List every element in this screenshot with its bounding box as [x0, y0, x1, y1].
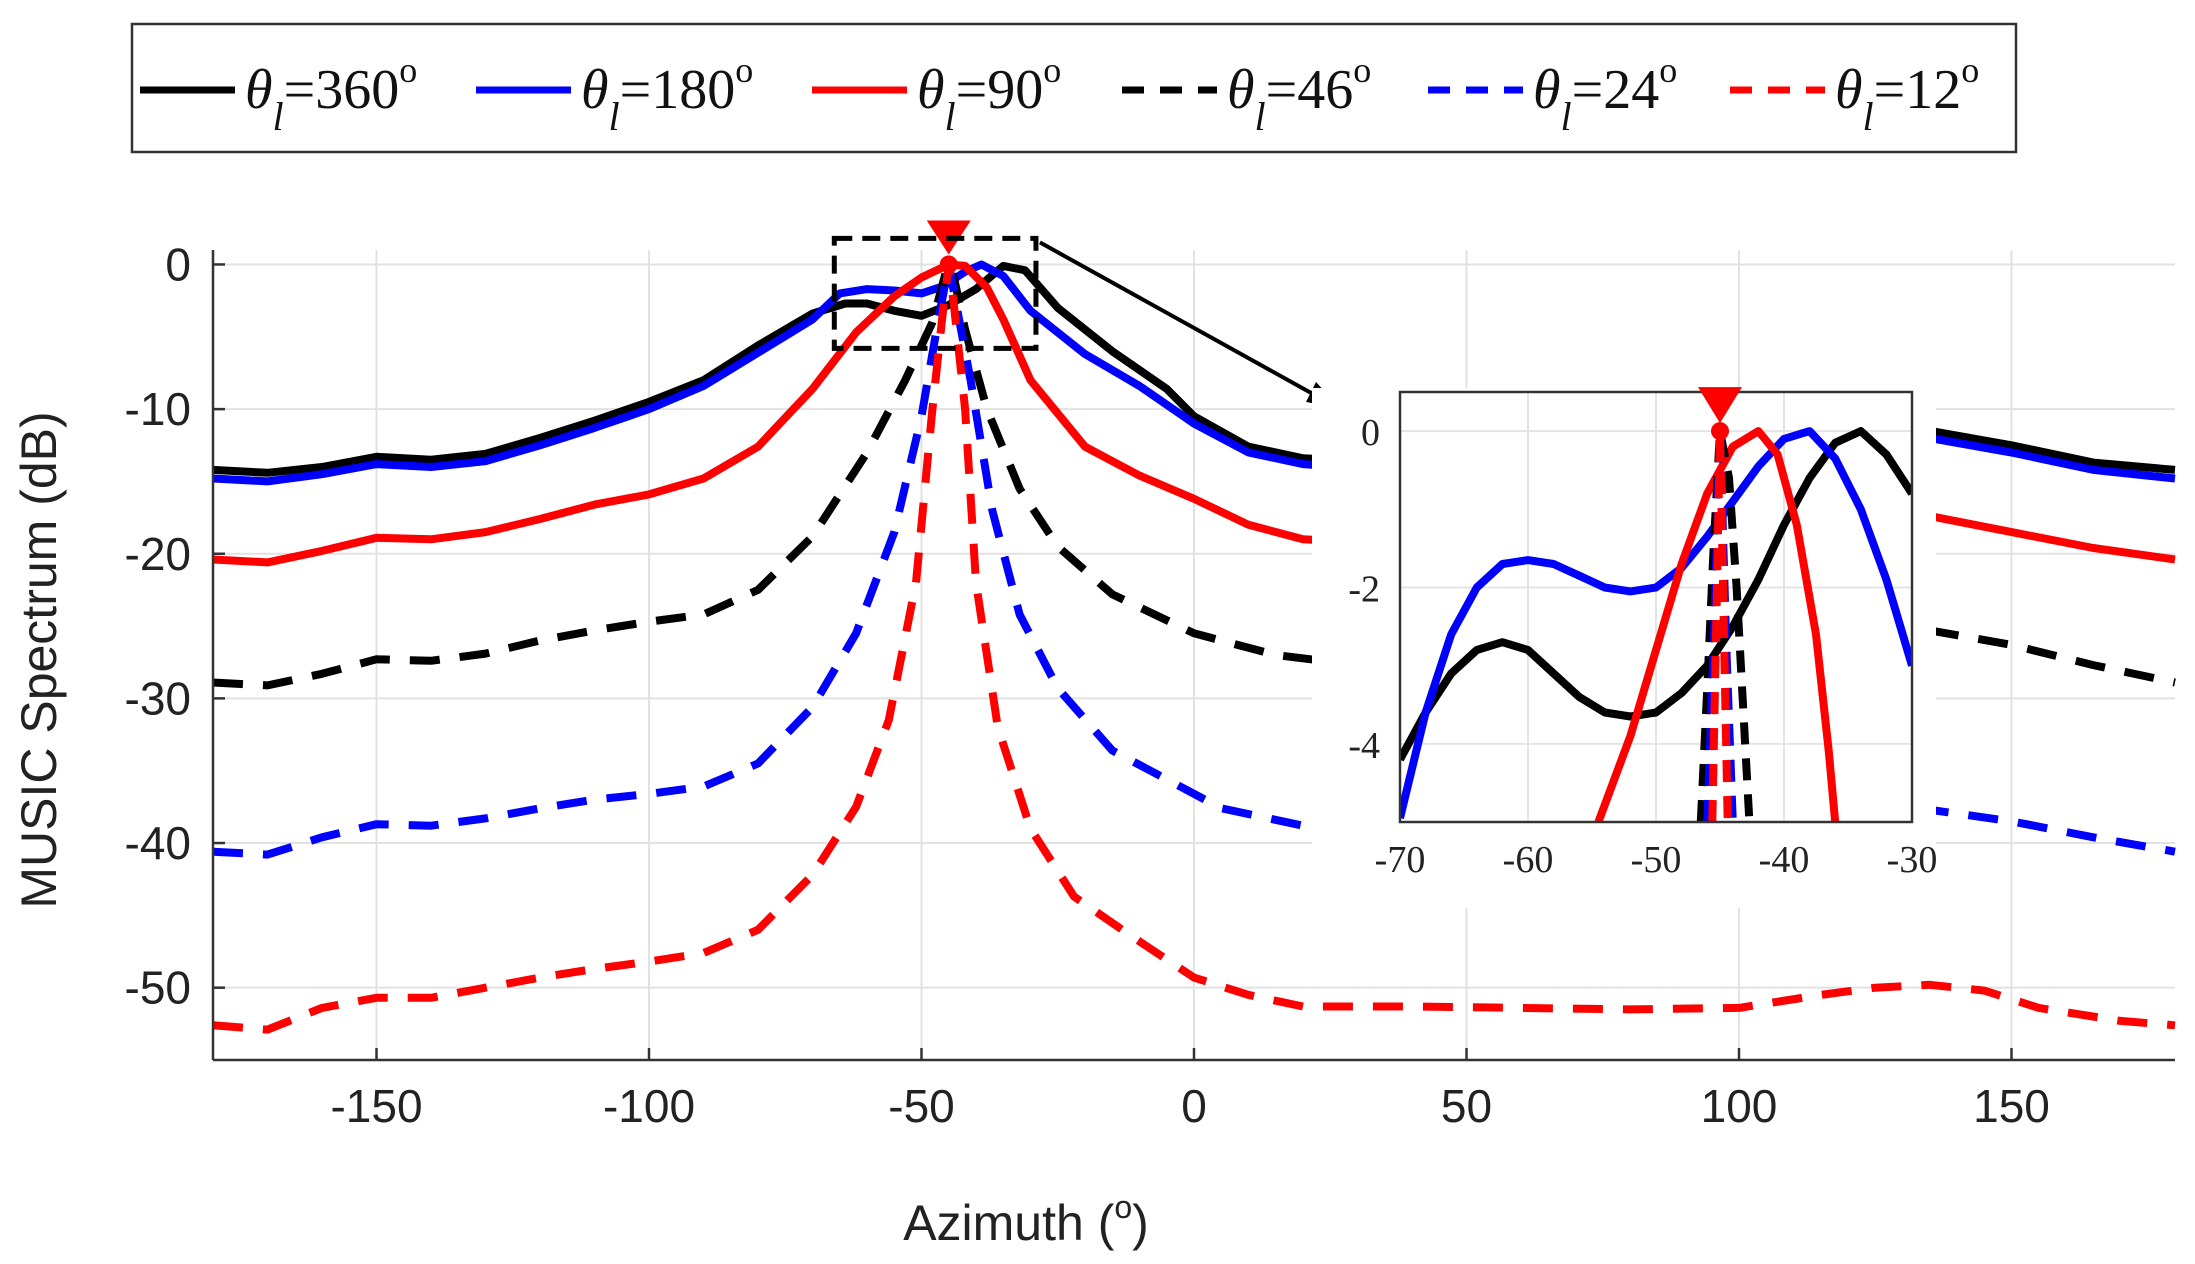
legend-prefix: = [1874, 59, 1906, 121]
x-tick-label: 100 [1701, 1080, 1778, 1132]
x-axis-label-close: ) [1132, 1195, 1149, 1251]
y-tick-label: -10 [125, 383, 191, 435]
inset-y-tick-label: 0 [1361, 412, 1380, 454]
legend-theta: θ [1533, 59, 1561, 121]
y-tick-label: -50 [125, 962, 191, 1014]
x-tick-label: 50 [1441, 1080, 1492, 1132]
inset-x-tick-label: -70 [1375, 839, 1426, 881]
legend-prefix: = [620, 59, 652, 121]
legend-superscript: o [399, 50, 417, 90]
legend-subscript: l [1863, 94, 1874, 139]
x-tick-label: -150 [330, 1080, 422, 1132]
x-tick-label: 0 [1181, 1080, 1207, 1132]
inset-series-line-3 [1594, 427, 1840, 822]
axis-labels: MUSIC Spectrum (dB) Azimuth (o) [11, 411, 1149, 1251]
zoom-box [831, 235, 1039, 351]
y-tick-label: -20 [125, 528, 191, 580]
legend-value: 46 [1297, 59, 1353, 121]
y-tick-label: 0 [165, 238, 191, 290]
legend-entry-180: θl=180o [581, 50, 753, 139]
legend-prefix: = [1266, 59, 1298, 121]
legend-superscript: o [1353, 50, 1371, 90]
legend-subscript: l [1255, 94, 1266, 139]
legend-prefix: = [956, 59, 988, 121]
inset-x-tick-label: -40 [1759, 839, 1810, 881]
legend-value: 180 [651, 59, 735, 121]
x-tick-label: -100 [603, 1080, 695, 1132]
legend-superscript: o [1961, 50, 1979, 90]
legend-subscript: l [945, 94, 956, 139]
y-tick-label: -30 [125, 672, 191, 724]
legend-value: 24 [1603, 59, 1659, 121]
inset-series-line-2 [1400, 427, 1912, 820]
legend-value: 12 [1905, 59, 1961, 121]
x-tick-label: -50 [888, 1080, 954, 1132]
x-axis-label-unit: o [1114, 1189, 1132, 1225]
legend-entry-12: θl=12o [1835, 50, 1979, 139]
legend-superscript: o [1659, 50, 1677, 90]
legend-theta: θ [917, 59, 945, 121]
x-axis-label: Azimuth (o) [903, 1189, 1149, 1251]
series-line-24 [212, 260, 2176, 859]
legend-prefix: = [284, 59, 316, 121]
inset-frame [1398, 390, 1914, 824]
legend-superscript: o [735, 50, 753, 90]
zoom-arrow-line [1038, 240, 1323, 401]
legend-theta: θ [581, 59, 609, 121]
legend-box [130, 22, 2018, 154]
peak-marker-dot [939, 255, 958, 274]
y-axis-label: MUSIC Spectrum (dB) [11, 411, 67, 908]
legend-entry-360: θl=360o [245, 50, 417, 139]
x-tick-label: 150 [1973, 1080, 2050, 1132]
legend: θl=360o θl=180o θl=90o θl=46o θl=24o θl=12o [130, 22, 2018, 154]
legend-value: 90 [987, 59, 1043, 121]
inset-y-tick-label: -2 [1348, 568, 1380, 610]
inset-x-tick-label: -60 [1503, 839, 1554, 881]
legend-theta: θ [245, 59, 273, 121]
legend-superscript: o [1043, 50, 1061, 90]
inset-peak-marker-dot [1711, 422, 1729, 441]
x-axis-label-main: Azimuth ( [903, 1195, 1115, 1251]
legend-subscript: l [1561, 94, 1572, 139]
legend-subscript: l [609, 94, 620, 139]
series-line-12 [212, 260, 2176, 1034]
legend-entry-46: θl=46o [1227, 50, 1371, 139]
y-tick-label: -40 [125, 817, 191, 869]
inset-series-line-6 [1708, 427, 1732, 822]
legend-subscript: l [273, 94, 284, 139]
legend-value: 360 [315, 59, 399, 121]
inset-plot: -70 -60 -50 -40 -30 0 -2 -4 [1312, 387, 1937, 908]
legend-theta: θ [1835, 59, 1863, 121]
legend-prefix: = [1572, 59, 1604, 121]
legend-entry-24: θl=24o [1533, 50, 1677, 139]
inset-series-group [1400, 427, 1912, 822]
legend-entry-90: θl=90o [917, 50, 1061, 139]
inset-y-tick-label: -4 [1348, 725, 1380, 767]
inset-x-tick-label: -50 [1631, 839, 1682, 881]
legend-theta: θ [1227, 59, 1255, 121]
inset-peak-marker-triangle [1698, 387, 1742, 424]
inset-x-tick-label: -30 [1887, 839, 1938, 881]
